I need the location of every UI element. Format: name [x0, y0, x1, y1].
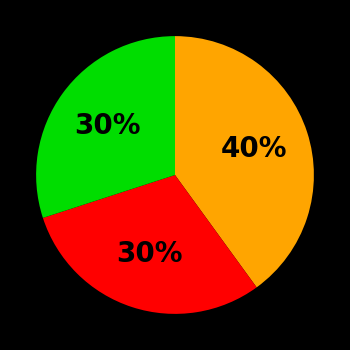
Wedge shape — [43, 175, 257, 314]
Text: 30%: 30% — [74, 112, 141, 140]
Wedge shape — [36, 36, 175, 218]
Wedge shape — [175, 36, 314, 287]
Text: 30%: 30% — [116, 240, 182, 268]
Text: 40%: 40% — [221, 135, 287, 163]
